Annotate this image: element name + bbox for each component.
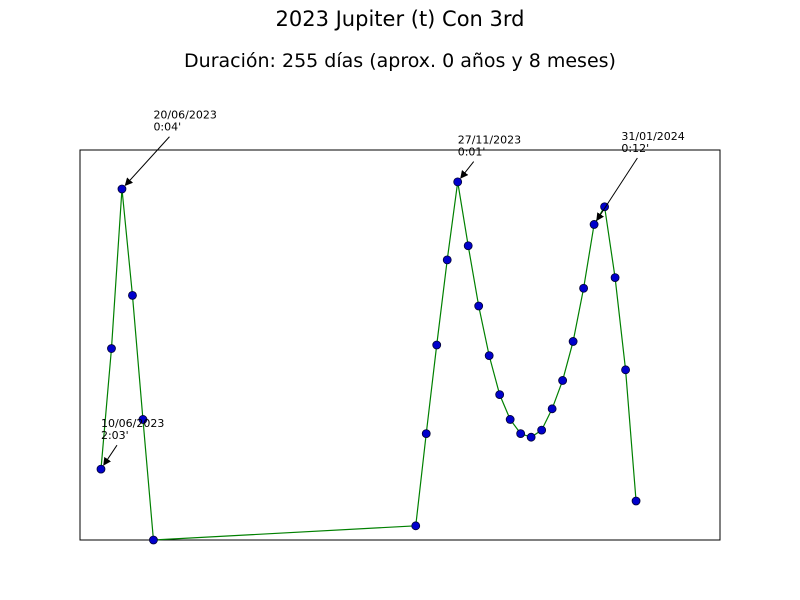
data-point [579,283,589,293]
data-point [474,301,484,311]
data-point [495,390,505,400]
chart-subtitle: Duración: 255 días (aprox. 0 años y 8 me… [184,50,616,72]
annotation-arrow [460,161,475,179]
data-point [432,340,442,350]
annotation-label: 10/06/2023 2:03' [101,417,164,442]
annotation-arrow [124,136,170,187]
data-point [631,496,641,506]
data-point [505,415,515,424]
annotation-label: 27/11/2023 0:01' [458,134,521,159]
data-point [558,376,568,385]
data-point [128,290,137,300]
data-point [96,464,106,474]
chart-title: 2023 Jupiter (t) Con 3rd [275,7,525,31]
data-point [516,429,526,439]
plot-frame [79,149,721,541]
data-point [421,429,431,439]
annotation-label: 20/06/2023 0:04' [153,109,216,134]
data-point [138,415,148,424]
data-point [107,344,116,353]
data-point [589,220,599,229]
data-point [621,365,630,375]
data-point [411,521,421,531]
data-point [484,351,494,361]
data-point [547,404,557,414]
annotation-arrow [103,444,118,466]
data-point [537,425,547,435]
data-point [442,255,452,265]
data-point [117,184,127,194]
annotation-label: 31/01/2024 0:12' [621,130,684,155]
annotation-arrow [596,157,638,222]
data-point [463,241,473,251]
data-point [610,273,620,283]
data-point [453,177,463,187]
data-point [149,535,158,545]
series-line [100,181,637,541]
data-point [526,432,536,442]
data-point [568,337,578,346]
